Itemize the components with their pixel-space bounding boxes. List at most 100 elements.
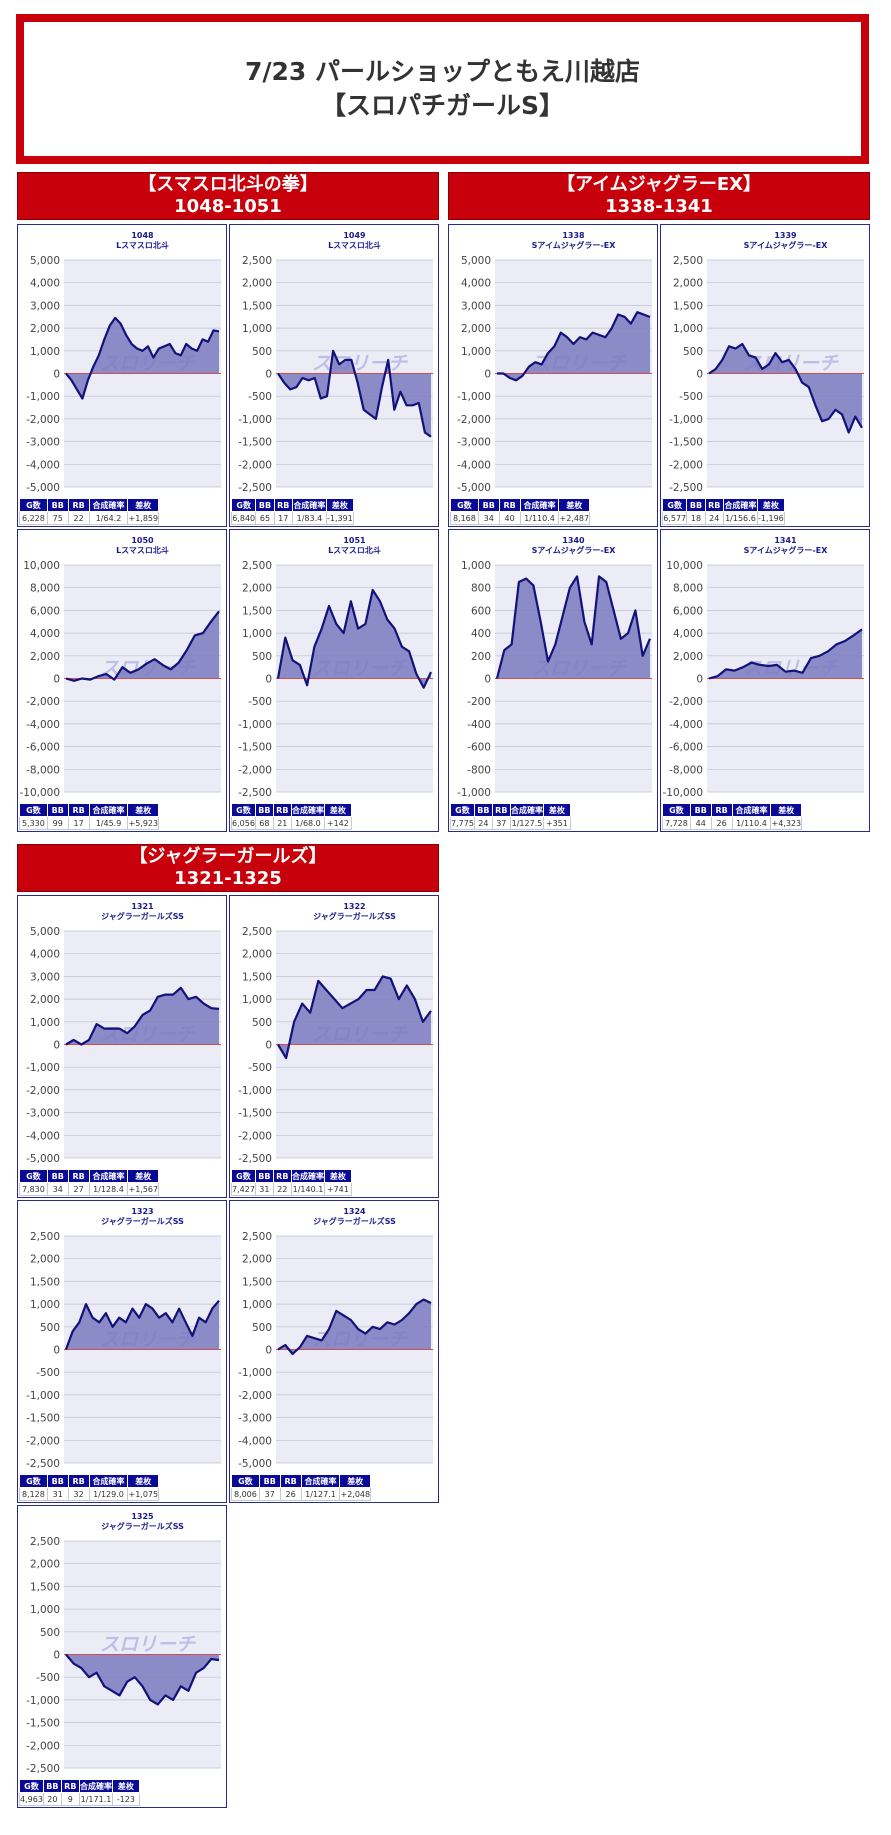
y-tick-label: 10,000 [23, 560, 60, 572]
series-area [66, 611, 219, 681]
y-tick-label: -2,000 [26, 696, 60, 708]
y-tick-label: 1,000 [673, 323, 703, 335]
stats-header: RB [491, 803, 511, 817]
y-tick-label: -4,000 [26, 719, 60, 731]
stats-header: 合成確率 [519, 498, 560, 512]
y-tick-label: 2,000 [30, 323, 60, 335]
y-tick-label: 0 [53, 1345, 60, 1357]
series-line [277, 975, 432, 1060]
stats-header: G数 [19, 803, 48, 817]
chart-panel-1321: 1321 ジャグラーガールズSS 5,000 4,000 3,000 2,000 1,000… [17, 895, 227, 1198]
stats-value: 65 [255, 511, 275, 525]
series-area [278, 976, 431, 1059]
y-tick-label: -1,000 [26, 1062, 60, 1074]
y-tick-label: -1,500 [669, 437, 703, 449]
y-tick-label: -1,000 [238, 1367, 272, 1379]
stats-value: 1/64.2 [88, 511, 129, 525]
machine-number: 1323 [131, 1207, 153, 1216]
machine-model: Lスマスロ北斗 [328, 240, 381, 250]
machine-number: 1322 [343, 902, 365, 911]
y-tick-label: 500 [252, 1322, 272, 1334]
y-tick-label: -1,500 [26, 1718, 60, 1730]
y-tick-label: 8,000 [673, 583, 703, 595]
series-area [66, 317, 219, 399]
y-tick-label: 2,000 [30, 994, 60, 1006]
y-tick-label: -2,500 [669, 482, 703, 494]
machine-model: ジャグラーガールズSS [313, 911, 396, 921]
machine-number: 1049 [343, 231, 366, 240]
y-tick-label: 500 [252, 346, 272, 358]
y-tick-label: 2,000 [242, 278, 272, 290]
stats-value: 34 [46, 1182, 69, 1196]
stats-value: 4,963 [19, 1792, 44, 1806]
stats-table: G数 BB RB 合成確率 差枚 8,128 31 32 1/129.0 +1,075 [19, 1474, 160, 1501]
stats-header: 差枚 [127, 1169, 160, 1183]
stats-header: 合成確率 [88, 803, 129, 817]
y-tick-label: 6,000 [673, 605, 703, 617]
y-tick-label: 1,000 [461, 560, 491, 572]
series-area [278, 1299, 431, 1354]
stats-header: BB [46, 498, 69, 512]
series-line [708, 342, 863, 434]
y-tick-label: -2,000 [669, 696, 703, 708]
y-tick-label: -500 [248, 391, 272, 403]
y-tick-label: -600 [467, 742, 491, 754]
y-tick-label: 800 [471, 583, 491, 595]
page-title: 7/23 パールショップともえ川越店 [244, 57, 641, 86]
stats-header: 差枚 [127, 1474, 160, 1488]
y-tick-label: 4,000 [673, 628, 703, 640]
chart-panel-1050: 1050 Lスマスロ北斗 10,000 8,000 6,000 4,000 2,000 0 -2… [17, 529, 227, 832]
machine-model: ジャグラーガールズSS [101, 1216, 184, 1226]
machine-model: Sアイムジャグラー-EX [744, 545, 829, 555]
y-tick-label: -200 [467, 696, 491, 708]
stats-header: G数 [19, 1779, 44, 1793]
y-tick-label: -1,500 [26, 1413, 60, 1425]
stats-header: BB [42, 1779, 62, 1793]
stats-header: G数 [231, 1474, 260, 1488]
stats-value: 1/68.0 [290, 816, 326, 830]
y-tick-label: -1,000 [238, 1085, 272, 1097]
series-area [497, 576, 650, 679]
stats-table: G数 BB RB 合成確率 差枚 6,840 65 17 1/83.4 -1,391 [230, 498, 354, 525]
stats-table: G数 BB RB 合成確率 差枚 6,056 68 21 1/68.0 +142 [231, 803, 352, 830]
y-tick-label: -1,000 [238, 719, 272, 731]
chart-panel-1048: 1048 Lスマスロ北斗 5,000 4,000 3,000 2,000 1,000 0 -1,… [17, 224, 227, 527]
y-tick-label: -4,000 [26, 459, 60, 471]
stats-value: 6,228 [19, 511, 48, 525]
stats-value: 22 [67, 511, 90, 525]
chart-panel-1322: 1322 ジャグラーガールズSS 2,500 2,000 1,500 1,000 500 0 -… [229, 895, 439, 1198]
machine-number: 1050 [131, 536, 154, 545]
y-tick-label: -1,000 [238, 414, 272, 426]
machine-number: 1339 [774, 231, 797, 240]
y-tick-label: -10,000 [19, 787, 60, 799]
y-tick-label: 2,000 [673, 278, 703, 290]
stats-value: 32 [67, 1487, 90, 1501]
machine-number: 1321 [131, 902, 154, 911]
y-tick-label: -4,000 [238, 1435, 272, 1447]
chart-panel-1051: 1051 Lスマスロ北斗 2,500 2,000 1,500 1,000 500 0 -500 -… [229, 529, 439, 832]
stats-value: 44 [689, 816, 712, 830]
y-tick-label: 1,000 [30, 1017, 60, 1029]
y-tick-label: 2,000 [30, 1254, 60, 1266]
stats-value: 24 [473, 816, 493, 830]
y-tick-label: -4,000 [26, 1130, 60, 1142]
y-tick-label: 0 [265, 674, 272, 686]
stats-header: 差枚 [558, 498, 591, 512]
series-line [65, 316, 220, 400]
y-tick-label: -3,000 [457, 437, 491, 449]
stats-header: BB [255, 498, 275, 512]
stats-header: RB [60, 1779, 80, 1793]
y-tick-label: 500 [40, 1322, 60, 1334]
y-tick-label: 5,000 [461, 255, 491, 267]
stats-header: G数 [450, 498, 479, 512]
machine-model: Sアイムジャグラー-EX [744, 240, 829, 250]
y-tick-label: 1,000 [30, 1299, 60, 1311]
stats-header: 差枚 [756, 498, 785, 512]
stats-value: 1/110.4 [519, 511, 560, 525]
stats-header: 合成確率 [300, 1474, 341, 1488]
